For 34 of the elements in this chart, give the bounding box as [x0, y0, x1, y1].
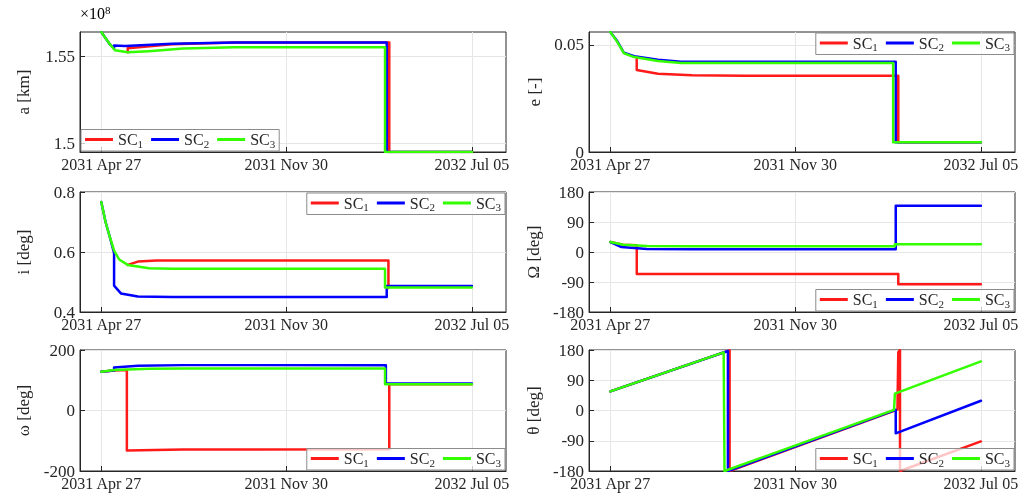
- y-tick-label: 90: [567, 370, 585, 390]
- x-tick-label: 2031 Nov 30: [753, 155, 837, 173]
- x-tick-label: 2031 Nov 30: [244, 315, 328, 333]
- x-tick-label: 2032 Jul 05: [434, 474, 510, 492]
- y-tick-label: 180: [558, 182, 585, 202]
- x-tick-label: 2031 Nov 30: [244, 155, 328, 173]
- x-tick-label: 2031 Nov 30: [244, 474, 328, 492]
- x-tick-label: 2031 Nov 30: [753, 315, 837, 333]
- y-tick-label: 0: [575, 242, 585, 262]
- y-axis-title: Ω [deg]: [524, 225, 543, 279]
- y-tick-label: 0: [575, 401, 585, 420]
- y-tick-label: 0.6: [53, 242, 75, 262]
- y-tick-label: -90: [561, 431, 585, 451]
- y-axis-title: ω [deg]: [14, 384, 33, 437]
- y-tick-label: 1.5: [53, 133, 75, 153]
- y-tick-label: 1.55: [45, 46, 75, 66]
- x-tick-label: 2032 Jul 05: [434, 315, 510, 333]
- y-axis-title: e [-]: [525, 77, 544, 107]
- y-axis-title: a [km]: [14, 69, 33, 115]
- x-tick-label: 2032 Jul 05: [943, 315, 1019, 333]
- y-tick-label: 90: [567, 212, 585, 232]
- x-tick-label: 2032 Jul 05: [434, 155, 510, 173]
- y-tick-label: 180: [558, 340, 585, 360]
- y-tick-label: -90: [561, 272, 585, 292]
- y-tick-label: 0.8: [53, 182, 75, 202]
- y-tick-label: 0.05: [554, 35, 584, 55]
- x-tick-label: 2031 Nov 30: [753, 474, 837, 492]
- y-axis-title: θ [deg]: [524, 386, 543, 435]
- y-axis-title: i [deg]: [14, 229, 33, 275]
- y-tick-label: 0: [66, 401, 75, 420]
- x-tick-label: 2031 Apr 27: [61, 155, 142, 174]
- y-tick-label: 200: [49, 340, 75, 360]
- x-tick-label: 2032 Jul 05: [943, 474, 1019, 492]
- x-tick-label: 2032 Jul 05: [943, 155, 1019, 173]
